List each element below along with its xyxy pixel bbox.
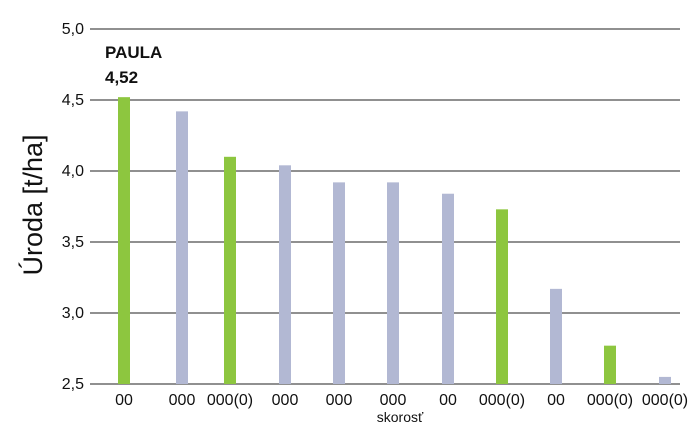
- x-tick-label: 000(0): [642, 392, 688, 409]
- x-tick-label: 000: [380, 392, 407, 409]
- bar: [442, 193, 454, 384]
- bar: [224, 156, 236, 384]
- bar: [387, 182, 399, 384]
- annotation-name: PAULA: [105, 43, 162, 62]
- y-axis-ticks: 2,5 3,0 3,5 4,0 4,5 5,0: [62, 21, 84, 393]
- bar: [604, 345, 616, 384]
- bar: [659, 376, 671, 384]
- x-tick-label: 000: [272, 392, 299, 409]
- bars: [118, 97, 671, 385]
- x-tick-label: 000(0): [207, 392, 253, 409]
- x-axis-label: skorosť: [377, 409, 424, 425]
- bar: [279, 165, 291, 384]
- y-tick-label: 3,5: [62, 234, 84, 251]
- bar: [333, 182, 345, 384]
- y-tick-label: 4,0: [62, 163, 84, 180]
- gridlines: [90, 28, 680, 385]
- bar: [176, 111, 188, 385]
- x-tick-label: 000: [326, 392, 353, 409]
- x-tick-label: 00: [547, 392, 565, 409]
- x-axis-ticks: 00 000 000(0) 000 000 000 00 000(0) 00 000(0) 000(…: [115, 392, 688, 409]
- x-tick-label: 000: [169, 392, 196, 409]
- x-tick-label: 000(0): [479, 392, 525, 409]
- x-tick-label: 00: [439, 392, 457, 409]
- y-tick-label: 2,5: [62, 376, 84, 393]
- y-tick-label: 4,5: [62, 92, 84, 109]
- y-tick-label: 3,0: [62, 305, 84, 322]
- annotation-value: 4,52: [105, 68, 138, 87]
- x-tick-label: 000(0): [587, 392, 633, 409]
- x-tick-label: 00: [115, 392, 133, 409]
- y-tick-label: 5,0: [62, 21, 84, 38]
- bar: [496, 209, 508, 384]
- bar: [550, 288, 562, 384]
- bar: [118, 97, 130, 384]
- y-axis-label: Úroda [t/ha]: [17, 134, 48, 275]
